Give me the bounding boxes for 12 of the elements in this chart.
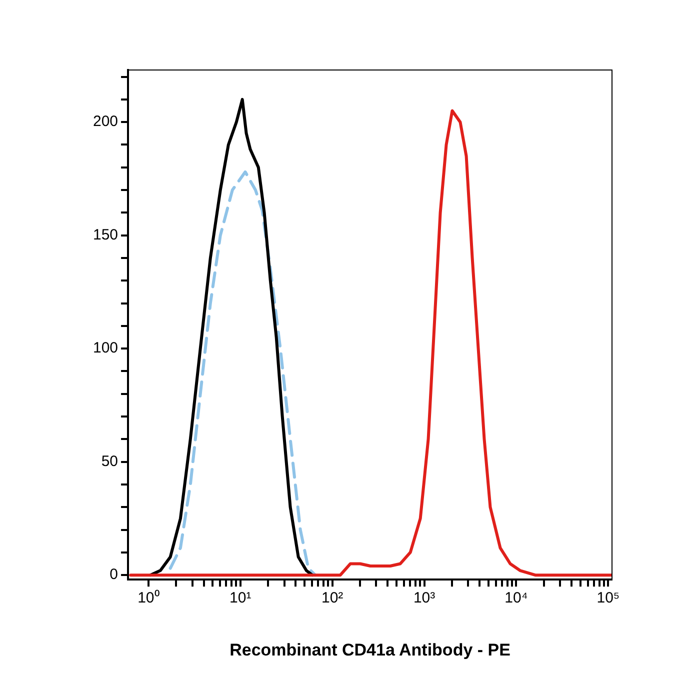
y-tick-label: 50 [101, 452, 118, 470]
y-tick-label: 100 [92, 340, 118, 357]
x-tick-label: 10⁴ [504, 590, 528, 607]
y-tick-label: 0 [110, 566, 118, 584]
y-tick-label: 200 [92, 113, 118, 130]
y-tick-label: 150 [92, 226, 118, 244]
x-tick-label: 10⁰ [138, 590, 160, 607]
x-tick-label: 10¹ [230, 590, 252, 607]
x-tick-label: 10⁵ [596, 590, 620, 607]
x-tick-label: 10² [321, 590, 344, 607]
x-axis-title: Recombinant CD41a Antibody - PE [230, 640, 510, 660]
x-tick-label: 10³ [413, 590, 436, 607]
